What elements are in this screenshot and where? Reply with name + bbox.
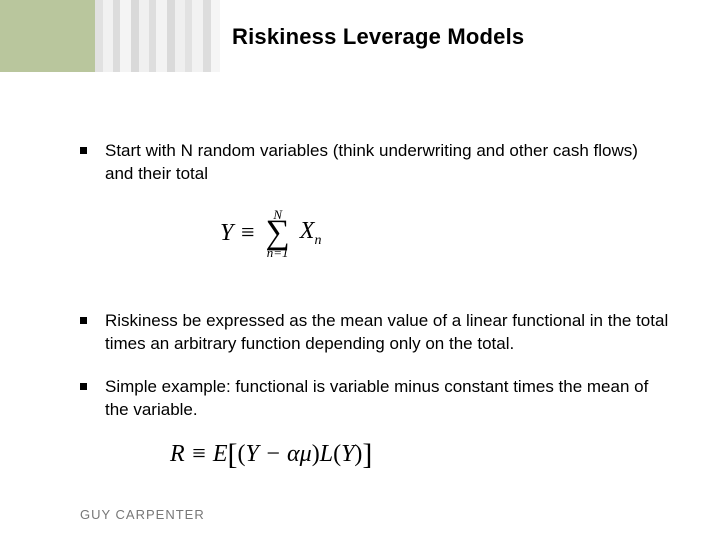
header-stripe	[120, 0, 131, 72]
header-stripe	[149, 0, 156, 72]
slide-title: Riskiness Leverage Models	[232, 24, 524, 50]
sum-lower: n=1	[266, 246, 290, 259]
f2-lparen1: (	[238, 441, 246, 467]
term-sub: n	[314, 233, 321, 248]
bullet-text: Simple example: functional is variable m…	[105, 376, 670, 422]
f2-Y: Y	[341, 441, 354, 467]
header-stripe	[139, 0, 149, 72]
bullet-2-wrap: Riskiness be expressed as the mean value…	[80, 310, 670, 374]
sigma-icon: N ∑ n=1	[266, 208, 290, 259]
footer-logo: GUY CARPENTER	[80, 507, 205, 522]
formula-term: Xn	[300, 218, 322, 249]
header-stripe	[113, 0, 120, 72]
formula-lhs: Y ≡	[220, 220, 256, 246]
bullet-marker-icon	[80, 383, 87, 390]
formula-sum: Y ≡ N ∑ n=1 Xn	[220, 208, 321, 259]
bullet-3-wrap: Simple example: functional is variable m…	[80, 376, 670, 440]
bullet-1-wrap: Start with N random variables (think und…	[80, 140, 670, 204]
f2-lbracket: [	[228, 438, 238, 471]
f2-L: L	[320, 441, 333, 467]
header-stripe	[156, 0, 167, 72]
header-green-block	[0, 0, 95, 72]
header-stripe	[211, 0, 220, 72]
header-stripe	[203, 0, 211, 72]
f2-lparen2: (	[333, 441, 341, 467]
bullet-marker-icon	[80, 147, 87, 154]
header-stripe	[185, 0, 192, 72]
bullet-text: Start with N random variables (think und…	[105, 140, 670, 186]
list-item: Start with N random variables (think und…	[80, 140, 670, 186]
bullet-text: Riskiness be expressed as the mean value…	[105, 310, 670, 356]
f2-inner: Y − αμ	[246, 441, 312, 467]
header-stripe	[131, 0, 139, 72]
header-stripes	[95, 0, 220, 72]
header-band: Riskiness Leverage Models	[0, 0, 720, 72]
bullet-marker-icon	[80, 317, 87, 324]
header-stripe	[175, 0, 185, 72]
formula-riskiness: R ≡ E[(Y − αμ)L(Y)]	[170, 438, 372, 472]
header-stripe	[192, 0, 203, 72]
f2-rbracket: ]	[362, 438, 372, 471]
list-item: Simple example: functional is variable m…	[80, 376, 670, 422]
header-stripe	[95, 0, 103, 72]
f2-lhs: R ≡ E	[170, 441, 228, 467]
f2-rparen1: )	[312, 441, 320, 467]
term-base: X	[300, 218, 315, 244]
header-stripe	[167, 0, 175, 72]
list-item: Riskiness be expressed as the mean value…	[80, 310, 670, 356]
header-stripe	[103, 0, 113, 72]
